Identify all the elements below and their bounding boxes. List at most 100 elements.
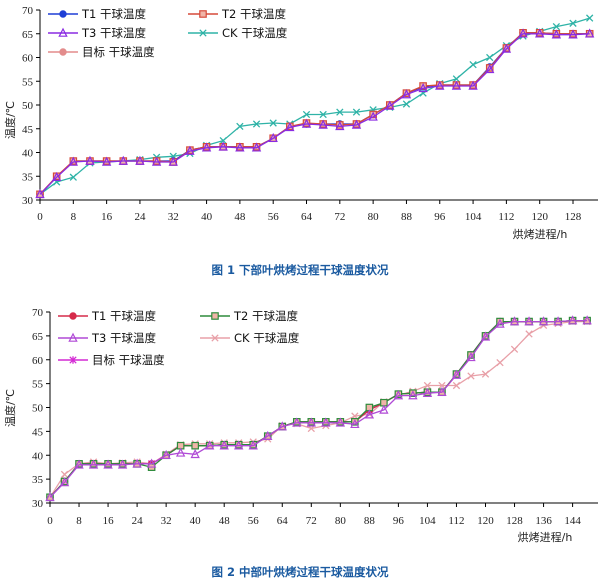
data-point — [234, 440, 244, 450]
y-tick-label: 60 — [22, 53, 34, 65]
data-point — [385, 100, 395, 110]
legend-label: T1 干球温度 — [91, 309, 156, 323]
y-tick-label: 40 — [32, 450, 44, 462]
data-point — [236, 122, 244, 131]
data-point — [586, 14, 594, 22]
legend-entry: T2 干球温度 — [188, 7, 286, 21]
legend-label: CK 干球温度 — [222, 26, 288, 40]
data-point — [401, 89, 412, 99]
data-point — [553, 316, 563, 326]
y-tick-label: 55 — [32, 379, 44, 391]
legend-marker — [68, 332, 78, 342]
data-point — [409, 389, 417, 397]
chart-lower-leaf: 30 35 40 45 50 55 60 65 70 0 8 16 24 32 40 48 56 64 72 80 88… — [3, 5, 598, 277]
series-3 — [45, 315, 592, 502]
data-point — [59, 477, 70, 487]
data-point — [219, 136, 227, 145]
data-point — [419, 89, 427, 97]
data-point — [451, 369, 462, 379]
data-point — [496, 358, 504, 367]
data-point — [235, 142, 245, 152]
y-tick-label: 35 — [32, 474, 44, 486]
data-point — [302, 110, 311, 119]
figure-caption: 图 2 中部叶烘烤过程干球温度状况 — [211, 565, 389, 579]
legend-marker — [69, 312, 77, 320]
data-point — [51, 171, 62, 181]
x-tick-label: 56 — [248, 515, 260, 527]
legend-marker — [211, 334, 219, 342]
x-tick-label: 40 — [190, 515, 202, 527]
x-tick-label: 88 — [364, 515, 376, 527]
legend-entry: T1 干球温度 — [48, 7, 146, 21]
data-point — [393, 390, 404, 400]
data-point — [485, 64, 495, 74]
y-tick-label: 55 — [22, 76, 34, 88]
x-tick-label: 0 — [37, 211, 43, 223]
data-point — [335, 121, 345, 131]
x-tick-label: 56 — [268, 211, 280, 223]
y-axis-label: 温度/℃ — [3, 101, 17, 139]
data-point — [368, 111, 378, 121]
data-point — [584, 28, 595, 38]
x-tick-label: 64 — [277, 515, 289, 527]
data-point — [379, 404, 389, 414]
x-tick-label: 80 — [335, 515, 347, 527]
data-point — [269, 119, 277, 127]
data-point — [518, 28, 528, 38]
data-point — [132, 458, 142, 468]
x-tick-label: 32 — [161, 515, 172, 527]
x-tick-label: 8 — [76, 515, 82, 527]
legend-label: T3 干球温度 — [91, 331, 156, 345]
data-point — [263, 430, 273, 440]
x-tick-label: 104 — [465, 211, 482, 223]
data-point — [101, 156, 112, 166]
data-point — [285, 122, 295, 132]
data-point — [352, 108, 361, 116]
data-point — [481, 370, 490, 378]
data-point — [350, 418, 360, 429]
data-point — [568, 29, 578, 39]
x-tick-label: 128 — [565, 211, 582, 223]
series-4 — [46, 317, 591, 501]
x-tick-label: 16 — [101, 211, 113, 223]
x-tick-label: 112 — [498, 211, 514, 223]
x-tick-label: 24 — [134, 211, 146, 223]
x-tick-label: 32 — [168, 211, 179, 223]
x-tick-label: 0 — [47, 515, 53, 527]
data-point — [435, 80, 445, 90]
data-point — [301, 118, 312, 128]
legend-marker — [58, 27, 68, 37]
series-4 — [36, 14, 594, 198]
data-point — [501, 43, 512, 53]
y-axis-label: 温度/℃ — [3, 389, 17, 427]
x-tick-label: 72 — [306, 515, 317, 527]
y-tick-label: 60 — [32, 355, 44, 367]
data-point — [510, 345, 519, 353]
data-point — [219, 440, 229, 450]
data-point — [60, 470, 69, 479]
data-point — [117, 459, 128, 469]
data-point — [437, 386, 447, 397]
legend-label: CK 干球温度 — [234, 331, 300, 345]
data-point — [452, 381, 461, 390]
series-line — [49, 320, 588, 498]
x-tick-label: 48 — [219, 515, 231, 527]
x-tick-label: 48 — [234, 211, 246, 223]
data-point — [335, 417, 346, 427]
x-tick-label: 80 — [368, 211, 380, 223]
data-point — [469, 60, 477, 69]
series-line — [49, 319, 588, 498]
x-tick-label: 120 — [477, 515, 494, 527]
data-point — [402, 100, 411, 108]
data-point — [218, 141, 228, 151]
data-point — [68, 156, 78, 166]
x-tick-label: 16 — [103, 515, 115, 527]
legend-marker — [69, 356, 77, 364]
data-point — [185, 145, 195, 155]
legend-label: T2 干球温度 — [221, 7, 286, 21]
data-point — [318, 119, 328, 129]
data-point — [191, 441, 199, 450]
legend-entry: T3 干球温度 — [48, 26, 146, 40]
x-tick-label: 104 — [419, 515, 436, 527]
data-point — [423, 381, 432, 390]
